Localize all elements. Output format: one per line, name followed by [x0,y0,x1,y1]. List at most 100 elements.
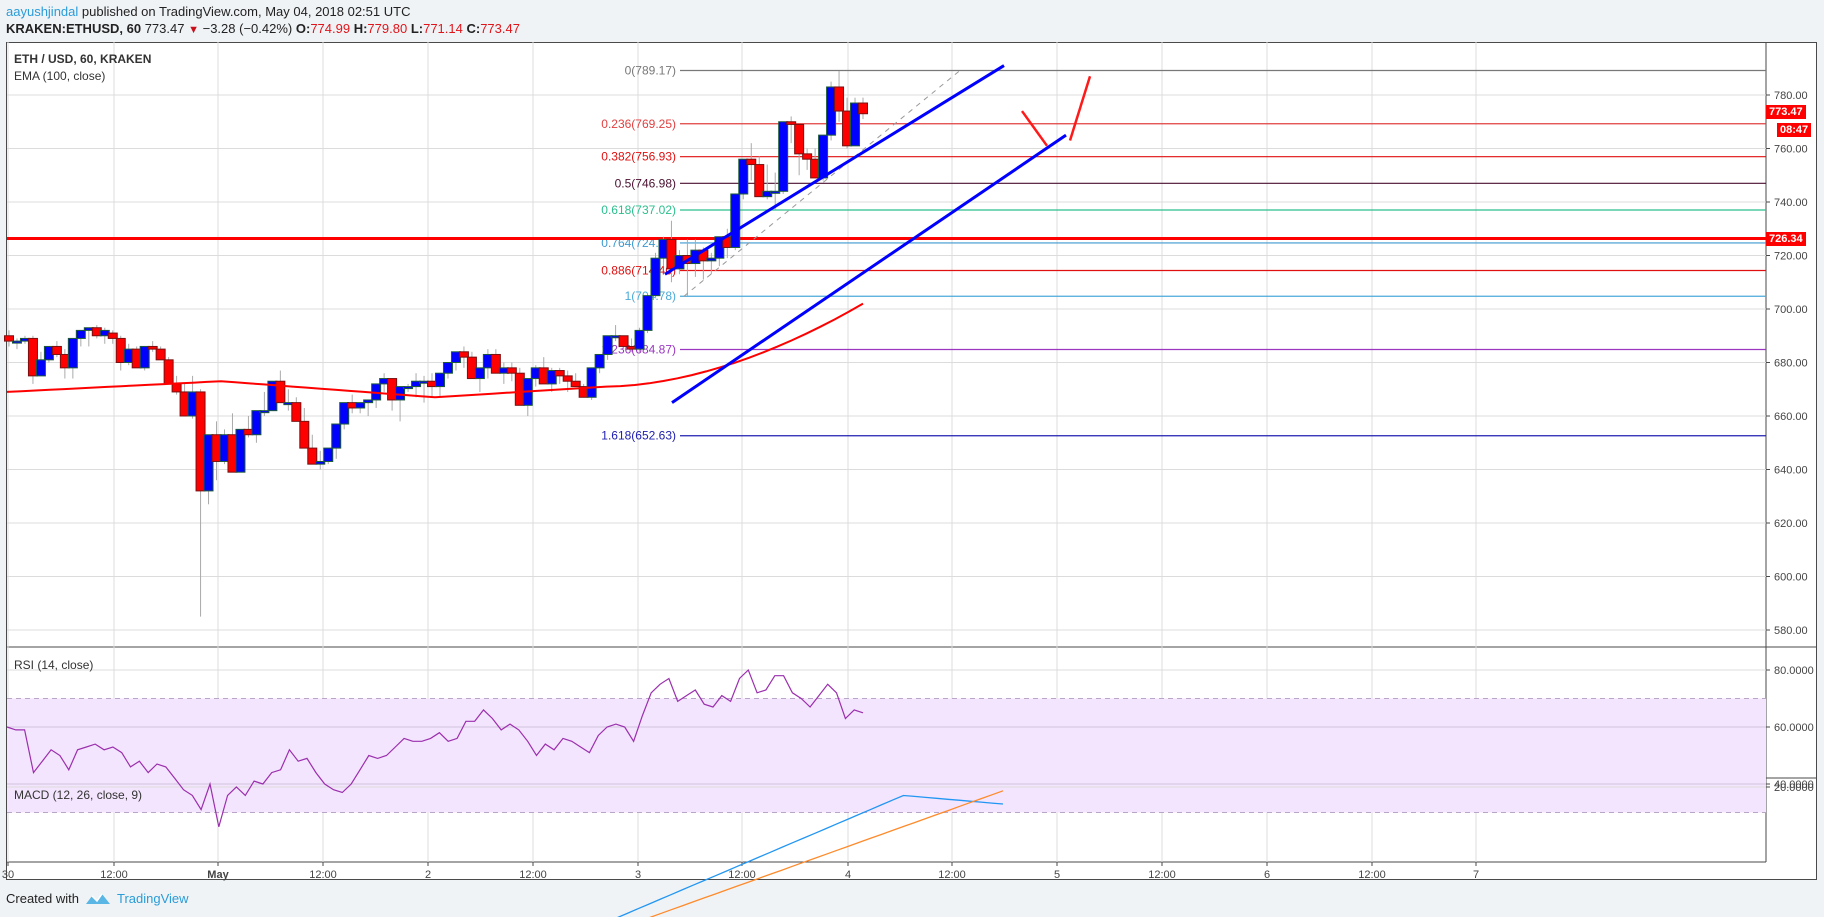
candle-down [307,447,318,465]
candle-down [147,345,158,350]
candle-down [746,158,757,166]
x-tick-label: 12:00 [938,869,966,881]
channel-lower-line [671,133,1067,404]
last-price: 773.47 [144,21,185,36]
macd-axis-label: 20.0000 [1774,782,1814,794]
candle-down [27,337,38,377]
x-tick-label: 12:00 [1358,869,1386,881]
countdown-badge: 08:47 [1777,123,1812,137]
candle-up [315,460,326,465]
channel-upper-line [664,64,1005,276]
candle-down [570,380,581,388]
candle-down [562,375,573,382]
fib-label-0: 0(789.17) [625,63,676,77]
candle-up [818,134,829,179]
high-label: H: [353,21,368,36]
rsi-axis-label: 60.0000 [1774,722,1814,734]
candle-up [594,353,605,369]
price-axis-label: 740.00 [1774,197,1808,209]
signal-line [649,790,1004,917]
candle-up [586,367,597,398]
candle-down [618,335,629,347]
price-axis-label: 620.00 [1774,518,1808,530]
footer: Created with TradingView [6,891,189,906]
candle-down [786,121,797,125]
candle-up [235,428,246,473]
candle-up [75,329,86,339]
x-tick-label: 12:00 [519,869,547,881]
author-link[interactable]: aayushjindal [6,4,79,19]
candle-down [858,102,868,115]
tradingview-link[interactable]: TradingView [116,891,189,906]
fib-label-0.5: 0.5(746.98) [615,176,676,190]
high-value: 779.80 [367,21,408,36]
sketch-dip-line [1020,110,1049,147]
x-tick-label: 12:00 [100,869,128,881]
candle-down [754,164,765,198]
candle-down [107,332,118,339]
price-axis-label: 780.00 [1774,90,1808,102]
rsi-axis-label: 80.0000 [1774,665,1814,677]
candle-up [203,434,214,492]
x-tick-label: 12:00 [728,869,756,881]
x-tick-label: 2 [425,869,431,881]
candle-up [434,372,445,388]
x-tick-label: 5 [1054,869,1060,881]
candle-up [706,257,717,262]
x-tick-label: 6 [1264,869,1270,881]
candle-up [363,399,374,404]
rsi-legend: RSI (14, close) [14,658,94,672]
candle-up [634,329,645,350]
fib-label-1.618: 1.618(652.63) [601,429,676,443]
candle-down [163,359,174,385]
fib-label-0.382: 0.382(756.93) [601,150,676,164]
candle-up [259,410,270,414]
candle-up [770,190,781,194]
close-value: 773.47 [480,21,520,36]
publish-info: aayushjindal published on TradingView.co… [6,4,410,19]
candle-up [395,386,406,401]
candle-up [730,193,741,248]
last-price-badge: 773.47 [1766,105,1806,119]
price-axis-label: 700.00 [1774,304,1808,316]
candle-down [275,380,286,404]
candle-down [506,367,517,374]
open-value: 774.99 [310,21,351,36]
close-label: C: [466,21,481,36]
macd-line [617,794,1004,917]
candle-down [554,370,565,377]
candle-up [778,121,789,192]
low-label: L: [410,21,424,36]
sketch-bounce-line [1068,75,1092,141]
published-text: published on TradingView.com, May 04, 20… [78,4,411,19]
candle-up [650,257,661,297]
x-tick-label: 4 [845,869,851,881]
candle-up [602,335,613,355]
x-tick-label: May [207,869,229,881]
candle-up [67,337,78,369]
price-change: −3.28 (−0.42%) [202,21,293,36]
candle-down [291,402,302,422]
candle-up [355,402,366,409]
candle-up [474,367,485,380]
candle-up [546,370,557,385]
symbol-info: KRAKEN:ETHUSD, 60 773.47 ▼ −3.28 (−0.42%… [6,21,520,36]
price-axis-label: 600.00 [1774,572,1808,584]
low-value: 771.14 [423,21,463,36]
candle-down [299,420,310,449]
ema-legend: EMA (100, close) [14,69,106,83]
ema-100-line [6,302,864,399]
candle-down [51,345,62,355]
fib-label-0.236: 0.236(769.25) [601,117,676,131]
fib-label-0.618: 0.618(737.02) [601,203,676,217]
candle-down [834,86,845,112]
fib-label-0.886: 0.886(714.40) [601,263,676,277]
candle-down [802,153,813,160]
candle-up [251,410,262,436]
created-with-text: Created with [6,891,79,906]
price-axis-label: 580.00 [1774,625,1808,637]
candle-down [155,348,166,361]
candle-up [323,447,334,462]
candle-up [403,386,414,390]
